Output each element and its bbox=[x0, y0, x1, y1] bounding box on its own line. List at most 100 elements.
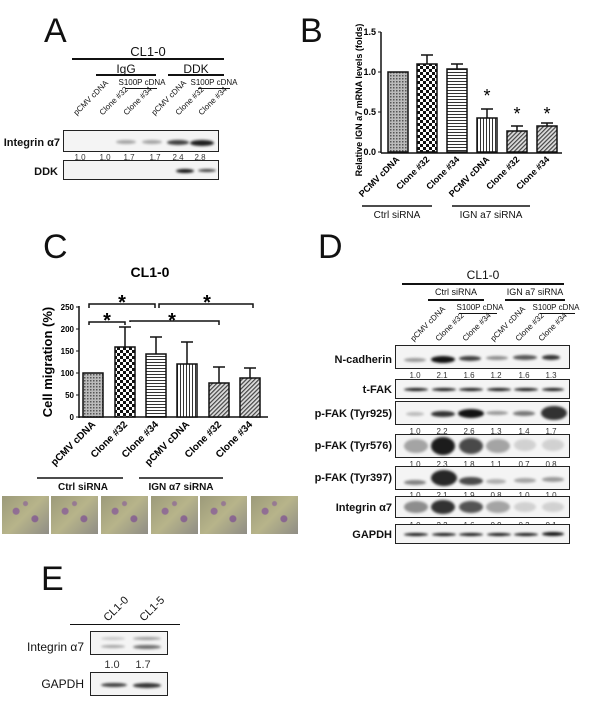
quant-value: 1.0 bbox=[99, 153, 111, 162]
row-label: t-FAK bbox=[362, 384, 392, 396]
svg-text:CL1-0: CL1-0 bbox=[131, 264, 170, 280]
svg-text:200: 200 bbox=[61, 325, 75, 334]
quant-value: 2.3 bbox=[436, 460, 448, 469]
svg-text:Relative IGN a7 mRNA levels (f: Relative IGN a7 mRNA levels (folds) bbox=[354, 24, 364, 177]
row-label: p-FAK (Tyr925) bbox=[314, 408, 392, 420]
quant-value: 1.6 bbox=[463, 371, 475, 380]
cell-line-label: CL1-0 bbox=[466, 268, 500, 282]
quant-value: 1.3 bbox=[545, 371, 557, 380]
quant-value: 2.2 bbox=[436, 427, 448, 436]
migration-image bbox=[2, 496, 49, 534]
svg-text:*: * bbox=[513, 104, 520, 124]
blot-ddk bbox=[63, 160, 219, 180]
blot-t-fak bbox=[395, 379, 570, 399]
header-line bbox=[70, 624, 180, 625]
quant-value: 1.0 bbox=[409, 460, 421, 469]
quant-value: 2.6 bbox=[463, 427, 475, 436]
quant-value: 1.0 bbox=[74, 153, 86, 162]
quant-value: 1.0 bbox=[104, 659, 120, 671]
group-ctrl-sirna: Ctrl siRNA bbox=[57, 482, 108, 493]
svg-text:0.5: 0.5 bbox=[363, 107, 376, 117]
group-ctrl-sirna: Ctrl siRNA bbox=[373, 210, 421, 221]
group-ddk-line bbox=[168, 74, 224, 76]
quant-value: 0.8 bbox=[545, 460, 557, 469]
svg-text:*: * bbox=[483, 86, 490, 106]
group-ctrl-sirna: Ctrl siRNA bbox=[435, 287, 477, 297]
row-label: N-cadherin bbox=[334, 354, 392, 366]
quant-value: 0.7 bbox=[518, 460, 530, 469]
group-ign-sirna: IGN a7 siRNA bbox=[459, 210, 523, 221]
quant-value: 1.8 bbox=[463, 460, 475, 469]
panel-letter-a: A bbox=[44, 12, 67, 50]
subgroup-s100p: S100P cDNA bbox=[532, 303, 580, 312]
svg-text:50: 50 bbox=[65, 391, 74, 400]
lane-label: Clone #34 bbox=[460, 310, 493, 343]
quant-value: 1.0 bbox=[510, 491, 538, 500]
svg-text:*: * bbox=[118, 292, 126, 314]
cell-line-label: CL1-0 bbox=[130, 44, 166, 59]
lane-label: CL1-5 bbox=[137, 594, 168, 624]
svg-text:Cell migration (%): Cell migration (%) bbox=[40, 307, 55, 418]
group-ign-sirna: IGN α7 siRNA bbox=[148, 482, 214, 493]
quant-value: 1.7 bbox=[123, 153, 135, 162]
row-label-ddk: DDK bbox=[34, 166, 58, 178]
row-label: p-FAK (Tyr397) bbox=[314, 472, 392, 484]
quant-value: 1.9 bbox=[455, 491, 483, 500]
blot-integrin-a7 bbox=[63, 130, 219, 152]
row-label-integrin: Integrin α7 bbox=[3, 137, 60, 149]
lane-label: CL1-0 bbox=[101, 594, 132, 624]
svg-text:*: * bbox=[103, 310, 111, 332]
svg-text:pCMV cDNA: pCMV cDNA bbox=[49, 419, 98, 468]
svg-text:0.0: 0.0 bbox=[363, 147, 376, 157]
svg-text:*: * bbox=[543, 104, 550, 124]
panel-letter-e: E bbox=[41, 560, 64, 598]
svg-text:1.0: 1.0 bbox=[363, 67, 376, 77]
row-label: Integrin α7 bbox=[335, 502, 392, 514]
quant-value: 1.4 bbox=[518, 427, 530, 436]
quant-value: 1.0 bbox=[409, 427, 421, 436]
cell-line-line bbox=[72, 58, 224, 60]
group-igg: IgG bbox=[116, 62, 136, 76]
subgroup-line bbox=[459, 313, 497, 314]
quant-value: 1.7 bbox=[149, 153, 161, 162]
chart-b-mrna-levels: 0.0 0.5 1.0 1.5 Relative IGN a7 mRNA levels… bbox=[354, 24, 562, 207]
quant-value: 2.1 bbox=[428, 491, 456, 500]
group-line bbox=[505, 299, 565, 301]
subgroup-line bbox=[540, 313, 575, 314]
quant-value: 1.2 bbox=[490, 371, 502, 380]
row-label: Integrin α7 bbox=[27, 640, 84, 654]
quant-value: 1.6 bbox=[518, 371, 530, 380]
blot-p-fak-tyr576 bbox=[395, 434, 570, 458]
subgroup-s100p: S100P cDNA bbox=[456, 303, 504, 312]
migration-image bbox=[151, 496, 198, 534]
subgroup-line-2 bbox=[198, 88, 230, 89]
quant-value: 0.8 bbox=[482, 491, 510, 500]
migration-image bbox=[51, 496, 98, 534]
svg-text:100: 100 bbox=[61, 369, 75, 378]
blot-gapdh bbox=[90, 672, 168, 696]
chart-c-cell-migration: CL1-0 0 50 100 150 200 250 Cell migration (%) bbox=[37, 264, 268, 479]
blot-p-fak-tyr397 bbox=[395, 466, 570, 490]
blot-p-fak-tyr925 bbox=[395, 401, 570, 425]
group-igg-line bbox=[96, 74, 156, 76]
blot-n-cadherin bbox=[395, 345, 570, 369]
quant-value: 1.1 bbox=[490, 460, 502, 469]
migration-image bbox=[200, 496, 247, 534]
svg-text:1.5: 1.5 bbox=[363, 27, 376, 37]
subgroup-line-1 bbox=[125, 88, 157, 89]
svg-text:*: * bbox=[168, 310, 176, 332]
group-line bbox=[428, 299, 484, 301]
svg-text:*: * bbox=[203, 292, 211, 314]
blot-integrin-a7 bbox=[90, 631, 168, 655]
blot-integrin-a7 bbox=[395, 496, 570, 518]
quant-value: 2.1 bbox=[436, 371, 448, 380]
svg-text:250: 250 bbox=[61, 303, 75, 312]
group-ddk: DDK bbox=[183, 62, 209, 76]
group-ign-sirna: IGN a7 siRNA bbox=[506, 287, 564, 297]
row-label: GAPDH bbox=[41, 677, 84, 691]
svg-text:0: 0 bbox=[70, 413, 75, 422]
panel-letter-c: C bbox=[43, 228, 68, 266]
quant-value: 1.0 bbox=[401, 491, 429, 500]
quant-value: 1.7 bbox=[135, 659, 151, 671]
migration-image bbox=[101, 496, 148, 534]
